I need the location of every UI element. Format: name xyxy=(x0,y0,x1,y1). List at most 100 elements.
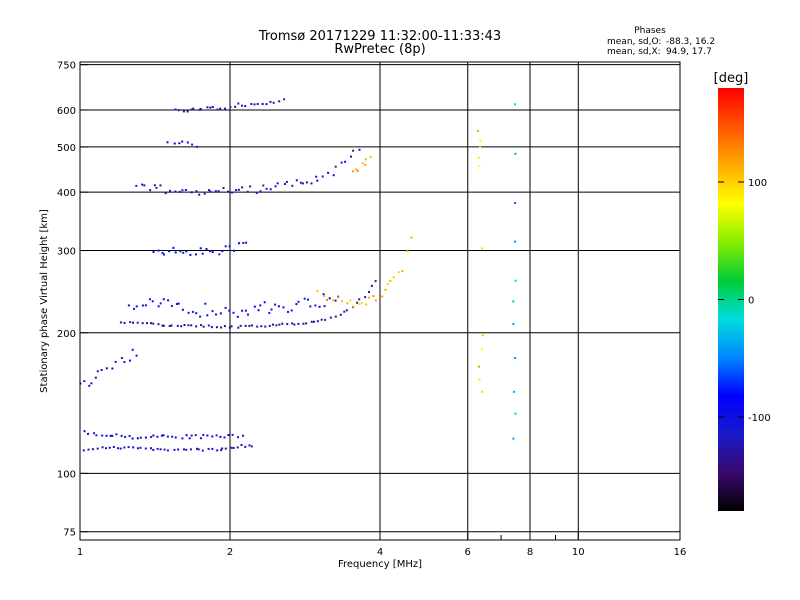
data-point xyxy=(261,103,264,105)
y-tick-label: 200 xyxy=(57,329,76,340)
x-tick-label: 10 xyxy=(572,547,585,558)
data-point xyxy=(392,276,395,279)
data-point xyxy=(152,434,155,437)
data-point xyxy=(227,190,229,193)
data-point xyxy=(512,300,515,303)
data-point xyxy=(268,324,271,327)
data-point xyxy=(156,447,159,450)
data-point xyxy=(159,184,162,187)
data-point xyxy=(117,447,119,450)
data-point xyxy=(202,325,205,328)
data-point xyxy=(190,191,193,194)
data-point xyxy=(327,171,330,174)
data-point xyxy=(221,250,224,253)
data-point xyxy=(96,370,99,373)
data-point xyxy=(144,304,147,307)
y-tick-label: 300 xyxy=(57,247,76,258)
data-point xyxy=(95,434,98,437)
data-point xyxy=(278,323,281,326)
data-point xyxy=(167,299,170,302)
data-point xyxy=(218,253,221,256)
data-point xyxy=(276,182,279,185)
data-point xyxy=(397,271,400,274)
data-point xyxy=(277,305,280,308)
data-point xyxy=(237,436,239,439)
data-point xyxy=(91,448,94,451)
data-point xyxy=(334,315,337,318)
data-point xyxy=(227,434,230,436)
data-point xyxy=(174,251,177,254)
data-point xyxy=(168,250,171,253)
data-point xyxy=(190,108,193,111)
data-point xyxy=(170,324,173,327)
data-point xyxy=(389,280,392,282)
data-point xyxy=(177,109,180,112)
data-point xyxy=(195,325,198,328)
data-point xyxy=(264,325,267,328)
data-point xyxy=(170,305,173,307)
data-point xyxy=(479,145,482,148)
data-point xyxy=(259,304,262,307)
data-point xyxy=(236,446,239,449)
phases-o-label: mean, sd,O: xyxy=(607,37,661,47)
data-point xyxy=(477,130,480,132)
data-point xyxy=(185,250,188,253)
data-point xyxy=(160,434,163,437)
data-point xyxy=(196,145,198,148)
data-point xyxy=(265,187,268,190)
data-point xyxy=(168,325,171,327)
data-point xyxy=(356,301,359,304)
data-point xyxy=(364,163,367,166)
y-tick-label: 100 xyxy=(57,469,76,480)
data-point xyxy=(374,280,377,283)
data-point xyxy=(481,390,484,393)
data-point xyxy=(129,321,132,324)
data-point xyxy=(105,434,108,437)
data-point xyxy=(150,322,152,325)
y-axis: 75 100 200 300 400 500 600 750 xyxy=(57,61,88,539)
data-point xyxy=(161,252,164,254)
data-point xyxy=(190,324,193,327)
data-point xyxy=(188,437,191,440)
data-point xyxy=(274,303,277,306)
x-tick-label: 1 xyxy=(77,547,83,558)
data-point xyxy=(316,179,319,182)
data-point xyxy=(166,141,169,144)
data-point xyxy=(309,305,312,308)
x-tick-label: 2 xyxy=(227,547,233,558)
data-point xyxy=(361,162,364,165)
y-tick-label: 400 xyxy=(57,188,76,199)
data-point xyxy=(108,446,111,449)
data-point xyxy=(345,309,348,312)
data-point xyxy=(177,448,180,451)
data-point xyxy=(136,437,139,440)
data-point xyxy=(275,324,278,327)
data-point xyxy=(197,448,200,451)
data-point xyxy=(152,322,155,325)
y-tick-label: 750 xyxy=(57,61,76,72)
data-point xyxy=(406,250,409,253)
x-tick-label: 16 xyxy=(674,547,687,558)
data-point xyxy=(174,190,177,193)
data-point xyxy=(237,102,240,105)
data-point xyxy=(514,103,516,106)
data-point xyxy=(250,445,253,448)
data-point xyxy=(295,179,298,182)
data-point xyxy=(256,103,259,105)
data-point xyxy=(189,253,192,256)
data-point xyxy=(184,189,187,191)
data-point xyxy=(231,191,234,194)
data-point xyxy=(178,142,181,145)
data-point xyxy=(148,298,151,301)
data-point xyxy=(214,190,217,193)
x-tick-label: 4 xyxy=(377,547,383,558)
data-point xyxy=(272,101,275,104)
data-point xyxy=(349,299,352,302)
data-point xyxy=(195,253,197,256)
data-point xyxy=(211,106,214,108)
data-point xyxy=(200,324,203,327)
data-point xyxy=(206,434,209,437)
phases-x-values: 94.9, 17.7 xyxy=(666,47,712,57)
data-point xyxy=(146,322,149,325)
data-point xyxy=(216,449,219,452)
